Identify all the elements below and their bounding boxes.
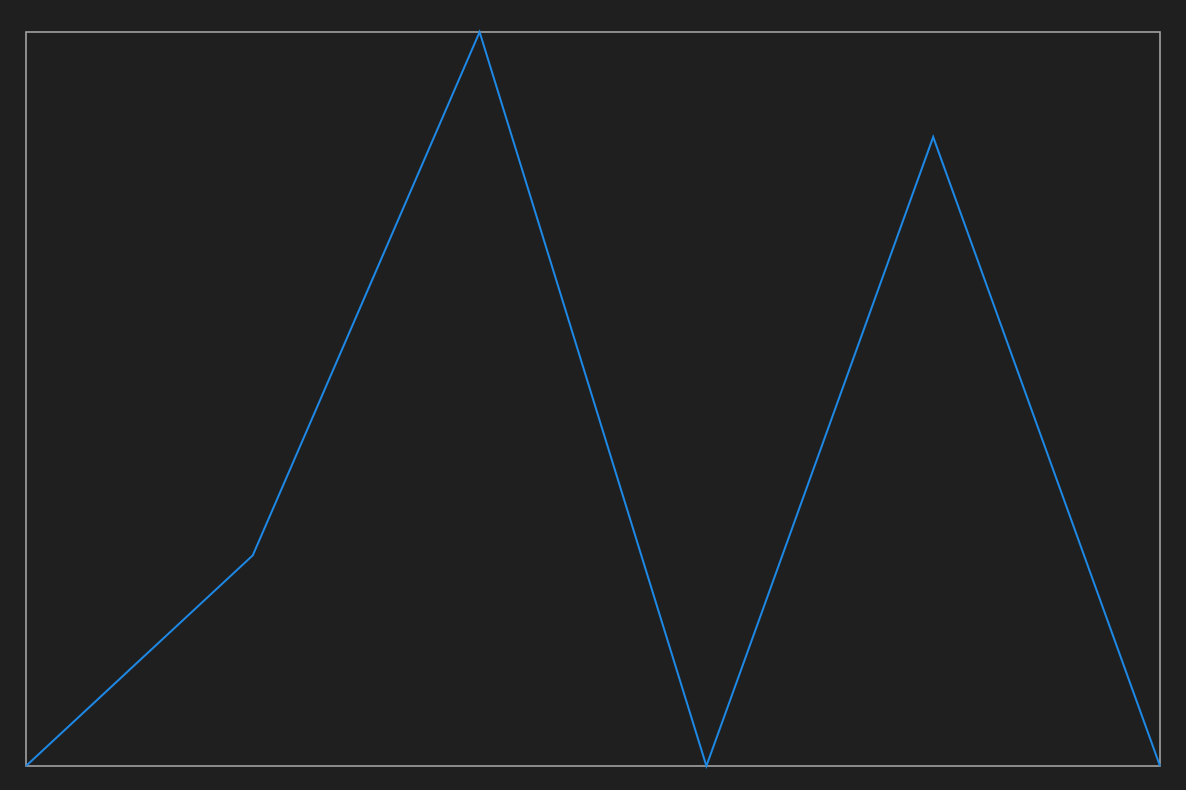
plot-frame xyxy=(25,31,1161,767)
series-line-0 xyxy=(25,29,1161,770)
series-layer xyxy=(25,29,1161,770)
